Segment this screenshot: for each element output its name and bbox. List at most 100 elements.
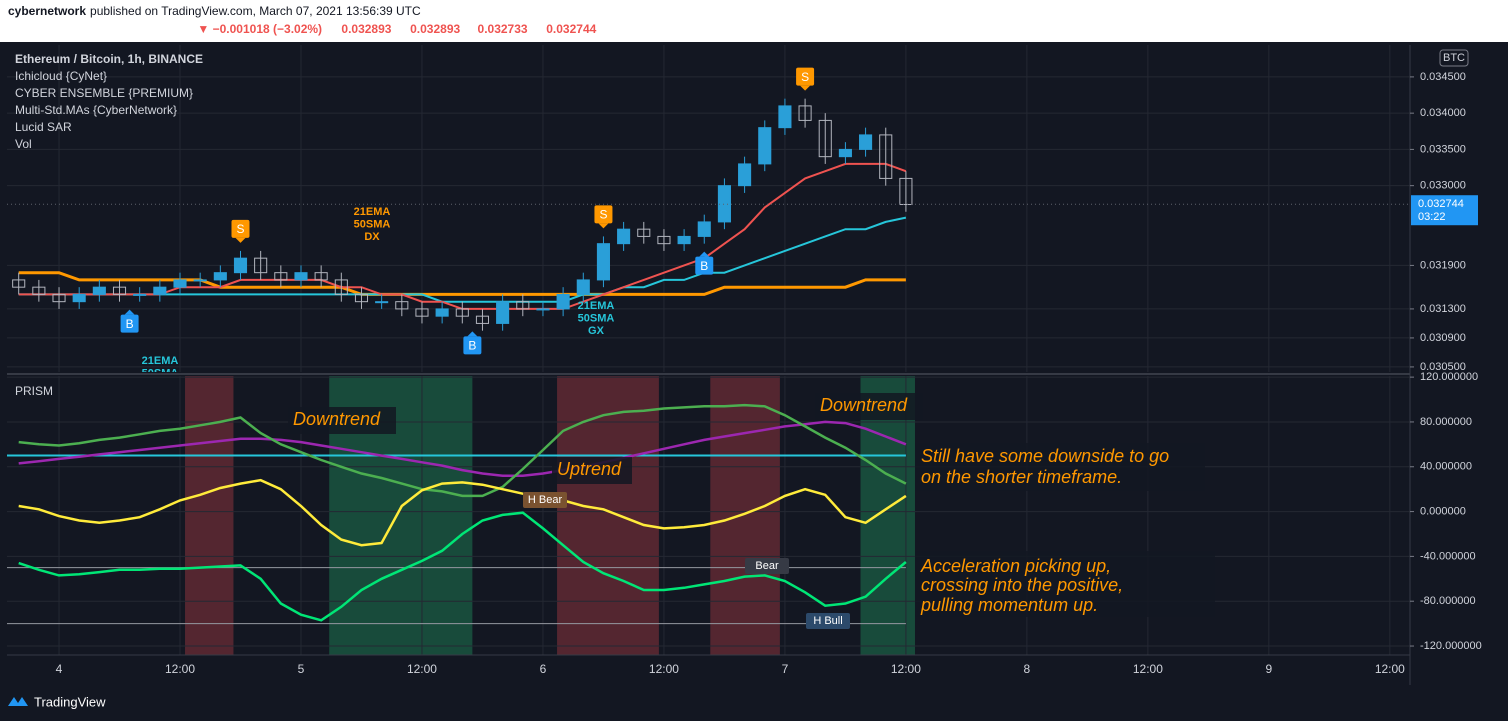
signal-badge (796, 67, 815, 86)
y-tick-label: 120.000000 (1420, 371, 1478, 383)
y-tick-label: 0.030500 (1420, 361, 1466, 373)
x-tick-label: 9 (1266, 662, 1273, 676)
price-plot: BSBSBS21EMA50SMADX21EMA50SMAGX21EMA50SMA (7, 45, 1410, 372)
candle-body (435, 308, 449, 317)
footer-logo (8, 697, 28, 706)
candle-body (778, 105, 792, 129)
signal-pointer (235, 237, 246, 243)
prism-panel: Downtrend Uptrend Downtrend Still have some… (7, 376, 1410, 655)
signal-label: B (700, 259, 708, 273)
header-field: 0.032733 (478, 22, 528, 36)
candle-body (213, 272, 227, 281)
candle-body (556, 293, 570, 310)
y-tick-label: 0.000000 (1420, 505, 1466, 517)
legend-item: Vol (15, 137, 32, 151)
candle-body (254, 257, 268, 274)
annotation: 50SMA (578, 312, 615, 324)
candle-body (415, 308, 429, 317)
candle-body (516, 301, 530, 310)
indicator-line (18, 511, 907, 622)
last-price-box (1411, 195, 1478, 226)
divergence-tag (523, 492, 567, 508)
candle-body (798, 105, 812, 121)
candle-body (697, 221, 711, 237)
candle-body (173, 279, 187, 288)
header-field: 0.032744 (546, 22, 596, 36)
candle-body (899, 177, 913, 206)
x-tick-label: 7 (782, 662, 789, 676)
candle-body (475, 315, 490, 324)
candle-body (657, 235, 671, 245)
candle-body (496, 301, 510, 324)
signal-label: S (801, 70, 809, 84)
candle-body (576, 279, 590, 295)
indicator-line (18, 403, 907, 498)
moving-average (18, 271, 906, 296)
signal-badge (695, 256, 714, 275)
divergence-label: H Bear (528, 494, 563, 506)
annotation-box (915, 551, 1215, 617)
candle-body (294, 272, 308, 281)
annotation: GX (588, 325, 605, 337)
annotation: pulling momentum up. (920, 595, 1098, 615)
signal-label: B (126, 317, 134, 331)
candle-body (72, 293, 86, 303)
x-tick-label: 4 (56, 662, 63, 676)
candle-body (596, 243, 610, 281)
header-field: BINANCE:ETHBTC, 60 (8, 22, 136, 36)
published: published on TradingView.com, March 07, … (90, 4, 421, 18)
last-price: 0.032744 (1418, 198, 1464, 210)
legend-item: Multi-Std.MAs {CyberNetwork} (15, 103, 177, 117)
signal-label: S (236, 222, 244, 236)
y-tick-label: -120.000000 (1420, 640, 1482, 652)
candle-body (52, 293, 66, 303)
x-tick-label: 12:00 (1375, 662, 1405, 676)
header-bg (0, 0, 1508, 42)
candle-body (153, 286, 167, 295)
price-panel: BSBSBS21EMA50SMADX21EMA50SMAGX21EMA50SMA (7, 45, 1410, 372)
annotation: Still have some downside to go (921, 446, 1169, 466)
annotation: 21EMA (142, 355, 179, 367)
prism-title: PRISM (15, 384, 53, 398)
annotation: on the shorter timeframe. (921, 467, 1122, 487)
candle-body (818, 119, 832, 158)
y-tick-label: 0.033500 (1420, 143, 1466, 155)
candle-body (536, 308, 550, 311)
y-tick-label: -40.000000 (1420, 550, 1476, 562)
x-tick-label: 8 (1024, 662, 1031, 676)
zone (710, 376, 780, 655)
x-tick-label: 5 (298, 662, 305, 676)
candle-body (717, 185, 731, 223)
indicator-line (18, 478, 907, 547)
signal-label: S (599, 208, 607, 222)
signal-badge (594, 205, 613, 224)
x-tick-label: 12:00 (649, 662, 679, 676)
signal-badge (463, 336, 482, 355)
x-tick-label: 12:00 (891, 662, 921, 676)
candle-body (455, 308, 469, 317)
header-field: 0.032893 (410, 22, 460, 36)
x-tick-label: 6 (540, 662, 547, 676)
candle-body (92, 286, 106, 295)
y-tick-label: 0.034000 (1420, 107, 1466, 119)
x-tick-label: 12:00 (165, 662, 195, 676)
x-tick-label: 12:00 (407, 662, 437, 676)
candle-body (354, 293, 369, 303)
y-tick-label: 0.033000 (1420, 180, 1466, 192)
signal-pointer (800, 85, 811, 91)
candle-body (375, 301, 389, 304)
annotation-box (815, 393, 923, 420)
annotation: DX (364, 231, 380, 243)
divergence-tag (745, 558, 789, 574)
candle-body (738, 163, 752, 187)
y-tick-label: 80.000000 (1420, 416, 1472, 428)
x-tick-label: 12:00 (1133, 662, 1163, 676)
currency-badge (1439, 49, 1469, 67)
footer-brand: TradingView (34, 694, 106, 709)
signal-pointer (598, 223, 609, 229)
candle-body (233, 257, 248, 274)
annotation: Uptrend (557, 459, 622, 479)
candle-body (12, 279, 26, 288)
candle-body (859, 134, 873, 150)
